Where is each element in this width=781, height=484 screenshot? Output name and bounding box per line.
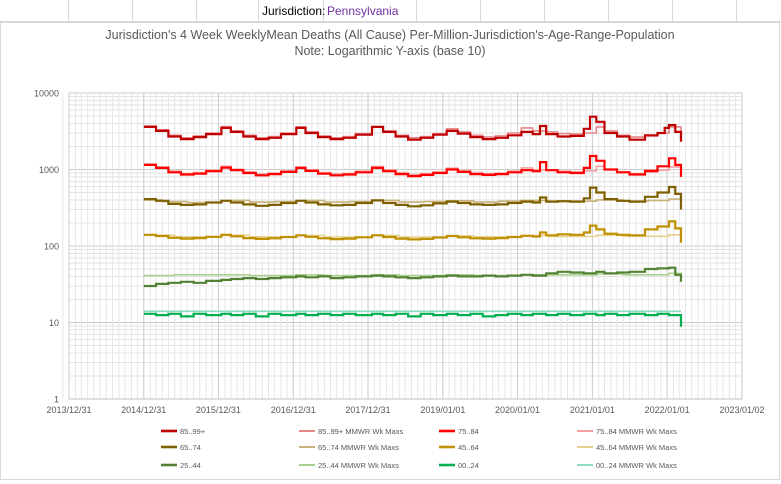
legend-label: 00..24	[458, 461, 479, 470]
x-axis-tick-labels: 2013/12/31 2014/12/31 2015/12/31 2016/12/31…	[46, 405, 764, 415]
x-tick-label: 2020/01/01	[495, 405, 540, 415]
chart-title: Jurisdiction's 4 Week WeeklyMean Deaths …	[105, 28, 674, 42]
chart-svg: Jurisdiction's 4 Week WeeklyMean Deaths …	[34, 28, 765, 470]
legend-label: 25..44 MMWR Wk Maxs	[318, 461, 399, 470]
x-tick-label: 2021/01/01	[570, 405, 615, 415]
jurisdiction-select[interactable]: Pennsylvania	[327, 4, 399, 18]
jurisdiction-label: Jurisdiction:	[262, 4, 326, 18]
legend-label: 25..44	[180, 461, 201, 470]
series-line-00-24	[143, 312, 683, 327]
x-tick-label: 2016/12/31	[271, 405, 316, 415]
x-tick-label: 2013/12/31	[46, 405, 91, 415]
chart-area[interactable]: Jurisdiction's 4 Week WeeklyMean Deaths …	[0, 22, 780, 480]
legend-label: 00..24 MMWR Wk Maxs	[596, 461, 677, 470]
legend-label: 65..74	[180, 443, 201, 452]
y-axis-tick-labels: 1 10 100 1000 10000	[34, 89, 59, 405]
series-line-25-44	[143, 266, 683, 288]
legend-label: 45..64 MMWR Wk Maxs	[596, 443, 677, 452]
jurisdiction-bar: Jurisdiction: Pennsylvania	[0, 0, 781, 22]
x-tick-label: 2022/01/01	[645, 405, 690, 415]
legend: 85..99+ 85..99+ MMWR Wk Maxs 75..84 75..84 …	[161, 427, 677, 470]
y-tick-label: 1000	[39, 165, 59, 175]
series-line-45-64	[143, 220, 683, 243]
legend-label: 45..64	[458, 443, 479, 452]
y-tick-label: 100	[44, 242, 59, 252]
chart-subtitle: Note: Logarithmic Y-axis (base 10)	[294, 44, 485, 58]
x-tick-label: 2017/12/31	[345, 405, 390, 415]
legend-label: 75..84	[458, 427, 479, 436]
y-tick-label: 1	[54, 395, 59, 405]
spreadsheet-cell-grid	[0, 0, 781, 22]
y-tick-label: 10000	[34, 89, 59, 99]
x-tick-label: 2015/12/31	[196, 405, 241, 415]
x-tick-label: 2014/12/31	[121, 405, 166, 415]
series-line-65-74	[143, 185, 683, 210]
legend-label: 75..84 MMWR Wk Maxs	[596, 427, 677, 436]
legend-label: 85..99+ MMWR Wk Maxs	[318, 427, 403, 436]
series-line-85-99-	[143, 115, 683, 142]
x-tick-label: 2023/01/02	[719, 405, 764, 415]
series-lines	[143, 115, 683, 327]
y-tick-label: 10	[49, 318, 59, 328]
x-tick-label: 2019/01/01	[420, 405, 465, 415]
legend-label: 65..74 MMWR Wk Maxs	[318, 443, 399, 452]
legend-label: 85..99+	[180, 427, 206, 436]
series-line-75-84	[143, 154, 683, 178]
